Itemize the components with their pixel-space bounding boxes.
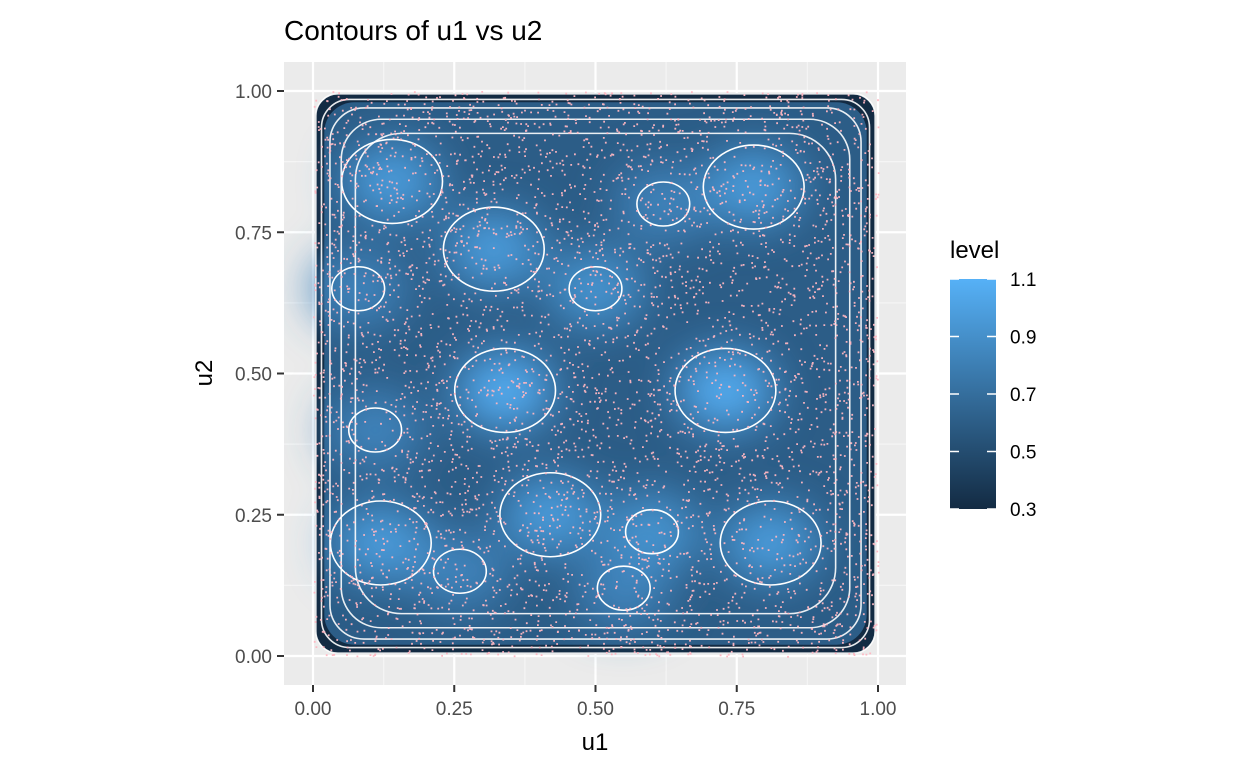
axes: 0.00 0.25 0.50 0.75 1.00 0.00 0.25 0.50 0.75 1.00 (235, 82, 896, 720)
chart-title: Contours of u1 vs u2 (284, 15, 542, 46)
contour-ring (329, 107, 862, 640)
density-hotspot (327, 392, 424, 468)
legend-title: level (950, 237, 999, 264)
contour-ring (354, 132, 837, 615)
density-hotspot (547, 250, 644, 327)
contour-lines (315, 93, 876, 654)
y-tick-label: 0.75 (235, 223, 272, 244)
x-tick-label: 0.50 (577, 699, 614, 720)
contour-loop (453, 347, 557, 434)
x-tick-label: 0.25 (436, 699, 473, 720)
contour-loop (329, 500, 432, 586)
density-hotspot (502, 476, 599, 553)
legend-tick-label: 0.9 (1010, 328, 1036, 349)
contour-loop (568, 265, 623, 312)
contour-loop (340, 138, 444, 225)
contour-ring (315, 93, 876, 654)
contour-loop (636, 181, 691, 227)
scatter-point (313, 91, 880, 658)
y-axis-label: u2 (191, 360, 218, 387)
density-hotspot (332, 505, 429, 581)
y-tick-label: 0.50 (235, 365, 272, 386)
density-hotspot (445, 211, 542, 288)
contour-loop (674, 347, 777, 434)
legend-tick-label: 1.1 (1010, 270, 1036, 291)
density-hotspot (575, 550, 672, 627)
density-hotspot (310, 250, 407, 327)
density-hotspot (615, 166, 712, 242)
scatter-points (313, 91, 880, 658)
legend-tick-label: 0.7 (1010, 385, 1036, 406)
legend: level 1.1 0.9 0.7 0.5 0.3 (950, 237, 1036, 521)
contour-loop (442, 206, 545, 292)
x-tick-label: 0.00 (295, 699, 332, 720)
density-hotspot (705, 149, 802, 226)
density-hotspot (457, 352, 554, 429)
contour-loop (596, 565, 651, 612)
legend-tick-label: 0.3 (1010, 500, 1036, 521)
y-tick-label: 0.25 (235, 506, 272, 527)
contour-loop (702, 144, 805, 230)
y-tick-label: 0.00 (235, 647, 272, 668)
contour-loop (499, 471, 602, 558)
x-tick-label: 1.00 (860, 699, 897, 720)
contour-ring (340, 118, 851, 629)
y-tick-label: 1.00 (235, 82, 272, 103)
x-tick-label: 0.75 (718, 699, 755, 720)
legend-tick-label: 0.5 (1010, 443, 1036, 464)
contour-loop (331, 265, 386, 312)
density-hotspot (344, 143, 441, 220)
density-hotspot (677, 352, 774, 429)
contour-loop (432, 548, 488, 595)
x-axis-label: u1 (582, 729, 609, 756)
density-surface (310, 93, 876, 654)
density-hotspot (722, 505, 819, 581)
contour-loop (719, 500, 822, 586)
contour-loop (347, 407, 403, 453)
